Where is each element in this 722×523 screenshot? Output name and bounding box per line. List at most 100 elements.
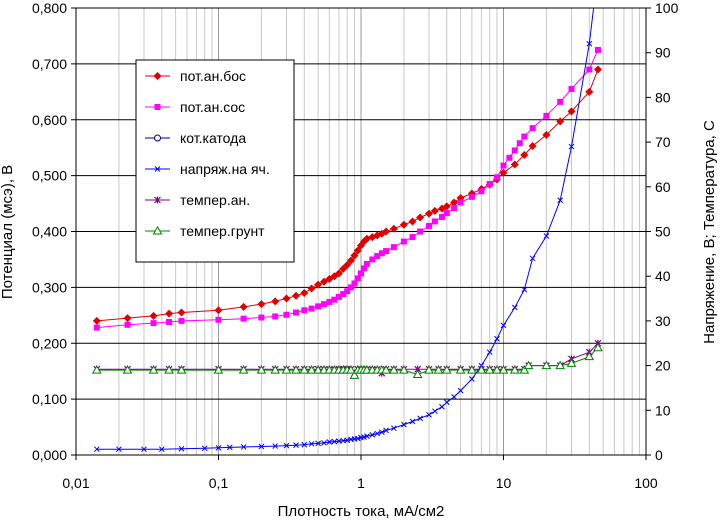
data-point: [291, 365, 301, 374]
data-point: [417, 228, 424, 235]
data-point: [484, 365, 495, 374]
data-point: [313, 365, 323, 374]
x-axis-title: Плотность тока, мА/см2: [278, 503, 445, 520]
data-point: [166, 319, 173, 326]
data-point: [383, 248, 390, 255]
data-point: [141, 446, 147, 453]
legend-marker: [154, 104, 161, 110]
data-point: [150, 320, 157, 327]
data-point: [586, 66, 593, 73]
data-point: [567, 107, 576, 116]
data-point: [321, 301, 328, 308]
data-point: [412, 369, 423, 379]
data-point: [369, 256, 376, 263]
data-point: [270, 365, 281, 374]
y-left-tick-label: 0,800: [32, 0, 67, 16]
y-axis-left-title: Потенциал (мсэ), В: [0, 165, 16, 299]
data-point: [213, 365, 224, 374]
data-point: [557, 98, 564, 105]
y-right-tick-label: 0: [655, 447, 663, 463]
data-point: [301, 307, 308, 314]
data-point: [361, 265, 368, 272]
y-right-tick-label: 90: [655, 45, 671, 61]
data-point: [354, 275, 361, 282]
data-point: [358, 270, 364, 277]
data-point: [556, 117, 565, 126]
data-point: [486, 181, 493, 188]
data-point: [158, 446, 165, 453]
legend-marker: [153, 72, 162, 80]
y-left-tick-label: 0,500: [32, 168, 67, 184]
data-point: [401, 421, 407, 428]
data-point: [293, 309, 300, 316]
y-left-tick-label: 0,400: [32, 224, 67, 240]
data-point: [300, 288, 309, 297]
y-right-tick-label: 40: [655, 268, 671, 284]
data-point: [511, 304, 518, 311]
data-point: [382, 227, 391, 236]
data-point: [258, 314, 265, 321]
data-point: [116, 446, 122, 453]
data-point: [93, 446, 100, 453]
data-point: [511, 147, 518, 154]
data-point: [586, 40, 593, 47]
data-point: [340, 291, 347, 298]
data-point: [430, 206, 439, 215]
data-point: [519, 365, 530, 374]
data-point: [178, 445, 185, 452]
data-point: [178, 317, 185, 324]
data-point: [439, 403, 445, 410]
data-point: [520, 150, 529, 159]
data-point: [93, 324, 100, 331]
data-point: [542, 130, 551, 139]
data-point: [272, 313, 279, 320]
data-point: [476, 365, 487, 374]
data-point: [122, 365, 133, 374]
data-point: [283, 442, 290, 449]
data-point: [240, 444, 247, 450]
data-point: [307, 284, 316, 293]
x-tick-label: 10: [496, 475, 512, 491]
data-point: [124, 321, 131, 328]
data-point: [374, 430, 381, 437]
data-point: [506, 154, 513, 161]
data-point: [543, 233, 550, 239]
data-point: [438, 213, 445, 220]
data-point: [568, 86, 575, 93]
data-point: [433, 365, 444, 374]
data-point: [331, 438, 338, 445]
data-point: [541, 360, 552, 370]
data-point: [388, 365, 399, 374]
data-point: [450, 198, 459, 207]
data-point: [593, 342, 603, 352]
data-point: [326, 439, 333, 445]
data-point: [424, 365, 434, 374]
data-point: [523, 360, 534, 370]
x-tick-label: 0,01: [62, 475, 89, 491]
data-point: [240, 315, 247, 322]
legend-label: пот.ан.сос: [180, 99, 245, 115]
data-point: [500, 322, 507, 329]
data-point: [426, 411, 432, 418]
data-point: [149, 311, 158, 320]
data-point: [164, 365, 174, 374]
data-point: [378, 429, 385, 436]
legend-marker: [152, 225, 163, 235]
data-point: [500, 162, 507, 169]
data-point: [256, 365, 267, 374]
data-point: [308, 440, 315, 447]
data-point: [509, 365, 520, 374]
data-point: [424, 209, 433, 218]
data-point: [478, 188, 485, 195]
data-point: [451, 205, 458, 212]
legend-label: темпер.ан.: [180, 192, 250, 208]
data-point: [529, 255, 536, 262]
data-point: [214, 306, 223, 315]
data-point: [374, 253, 381, 260]
data-point: [593, 65, 602, 74]
series-0: [92, 65, 602, 325]
data-point: [299, 365, 310, 374]
data-point: [176, 365, 187, 374]
data-point: [346, 365, 356, 374]
data-point: [347, 284, 354, 291]
